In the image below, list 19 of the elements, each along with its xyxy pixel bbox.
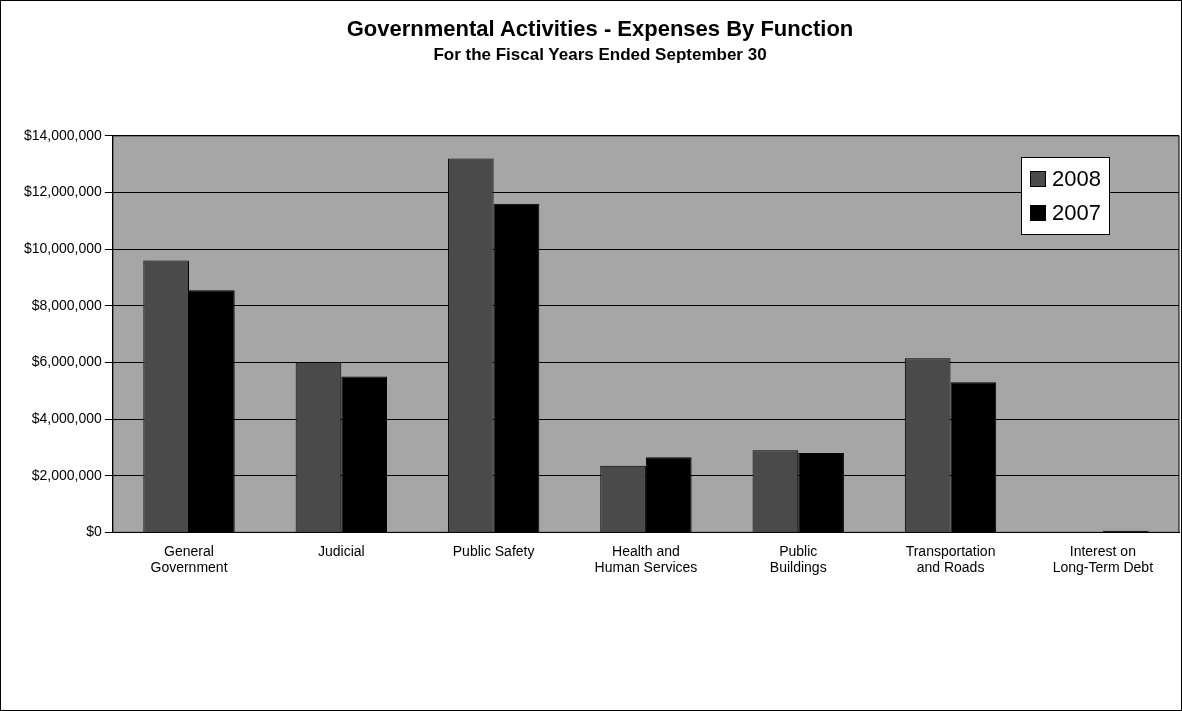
x-tick-label: Judicial [317, 542, 365, 559]
y-tick-label: $6,000,000 [31, 353, 103, 370]
x-tick-label: Transportation and Roads [905, 542, 996, 576]
x-tick-label: Health and Human Services [594, 542, 698, 576]
chart-subtitle: For the Fiscal Years Ended September 30 [433, 45, 767, 65]
x-tick-label: Public Buildings [769, 542, 827, 576]
y-tick-label: $4,000,000 [31, 409, 103, 426]
y-tick-label: $14,000,000 [24, 126, 103, 143]
legend-label: 2008 [1052, 164, 1101, 193]
x-tick-label: Public Safety [452, 542, 535, 559]
x-tick-label: General Government [150, 542, 228, 576]
y-tick-label: $10,000,000 [24, 239, 103, 256]
x-tick-label: Interest on Long-Term Debt [1052, 542, 1154, 576]
y-tick-label: $0 [86, 523, 103, 540]
y-tick-label: $2,000,000 [31, 466, 103, 483]
legend-label: 2007 [1052, 198, 1101, 227]
y-tick-label: $12,000,000 [24, 183, 103, 200]
chart-title: Governmental Activities - Expenses By Function [346, 16, 854, 42]
y-tick-label: $8,000,000 [31, 296, 103, 313]
